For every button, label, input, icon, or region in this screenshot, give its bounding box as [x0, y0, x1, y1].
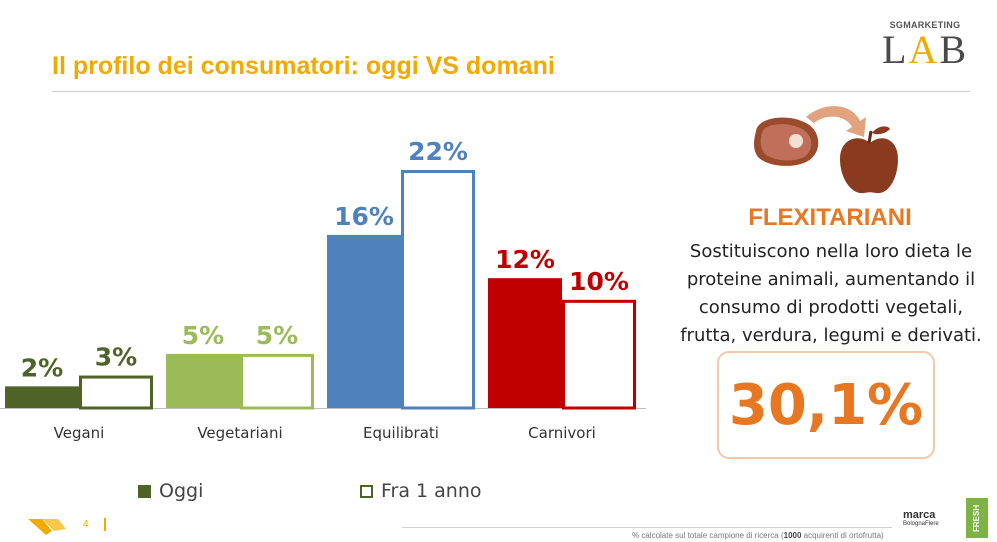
bar-chart: 2% 3% Vegani 5% 5% Vegetariani 16% 22% Equilibra… [0, 137, 646, 442]
footnote-suffix: acquirenti di ortofrutta) [801, 531, 884, 540]
category-label-vegani: Vegani [54, 424, 105, 442]
value-label-fra-1-anno-equilibrati: 22% [408, 137, 468, 166]
legend-label-fra-1-anno: Fra 1 anno [381, 480, 482, 502]
slide-title: Il profilo dei consumatori: oggi VS doma… [52, 52, 555, 80]
brand-lab-a: A [908, 27, 940, 72]
footnote-sample-size: 1000 [783, 531, 802, 540]
bar-fra-1-anno-vegetariani [240, 353, 314, 410]
partner-name: marca [903, 509, 936, 521]
bar-oggi-carnivori [488, 278, 562, 408]
value-label-oggi-equilibrati: 16% [334, 202, 394, 231]
partner-sub: BolognaFiere [903, 521, 939, 527]
footer-logo-icon [28, 519, 66, 535]
meat-to-apple-illustration [754, 106, 898, 194]
legend-label-oggi: Oggi [159, 480, 204, 502]
category-label-vegetariani: Vegetariani [197, 424, 282, 442]
legend-swatch-oggi [138, 484, 151, 498]
fresh-badge: FRESH [966, 498, 988, 538]
flexitariani-percentage-box: 30,1% [717, 351, 935, 459]
partner-logo: marca BolognaFiere [903, 509, 939, 528]
value-label-oggi-carnivori: 12% [495, 245, 555, 274]
flexitariani-description: Sostituiscono nella loro dieta le protei… [680, 241, 982, 346]
bar-oggi-vegetariani [166, 353, 240, 408]
brand-top-text: SGMARKETING [889, 20, 961, 30]
apple-icon [840, 126, 898, 194]
bar-fra-1-anno-vegani [79, 375, 153, 410]
value-label-oggi-vegani: 2% [21, 353, 63, 382]
legend-swatch-fra-1-anno [360, 484, 373, 498]
flexitariani-percentage: 30,1% [728, 372, 924, 438]
page-number-divider [104, 518, 106, 531]
legend-item-oggi: Oggi [138, 480, 203, 502]
bar-oggi-equilibrati [327, 234, 401, 408]
bar-fra-1-anno-carnivori [562, 299, 636, 410]
steak-icon [754, 117, 819, 166]
value-label-fra-1-anno-vegani: 3% [95, 343, 137, 372]
footnote: % calcolate sul totale campione di ricer… [632, 531, 884, 540]
category-label-equilibrati: Equilibrati [363, 424, 439, 442]
arrow-icon [806, 106, 866, 137]
title-divider [52, 91, 970, 92]
brand-logo: SGMARKETING LAB [880, 20, 970, 70]
category-label-carnivori: Carnivori [528, 424, 596, 442]
value-label-fra-1-anno-carnivori: 10% [569, 267, 629, 296]
value-label-fra-1-anno-vegetariani: 5% [256, 321, 298, 350]
value-label-oggi-vegetariani: 5% [182, 321, 224, 350]
footnote-prefix: % calcolate sul totale campione di ricer… [632, 531, 784, 540]
bar-fra-1-anno-equilibrati [401, 170, 475, 410]
brand-lab-l: L [881, 27, 909, 72]
brand-lab-b: B [939, 27, 968, 72]
flexitariani-title: FLEXITARIANI [748, 204, 912, 231]
footer-divider [402, 527, 892, 528]
page-number: 4 [83, 519, 89, 530]
bar-oggi-vegani [5, 386, 79, 408]
brand-lab-text: LAB [880, 30, 970, 70]
legend-item-fra-1-anno: Fra 1 anno [360, 480, 482, 502]
